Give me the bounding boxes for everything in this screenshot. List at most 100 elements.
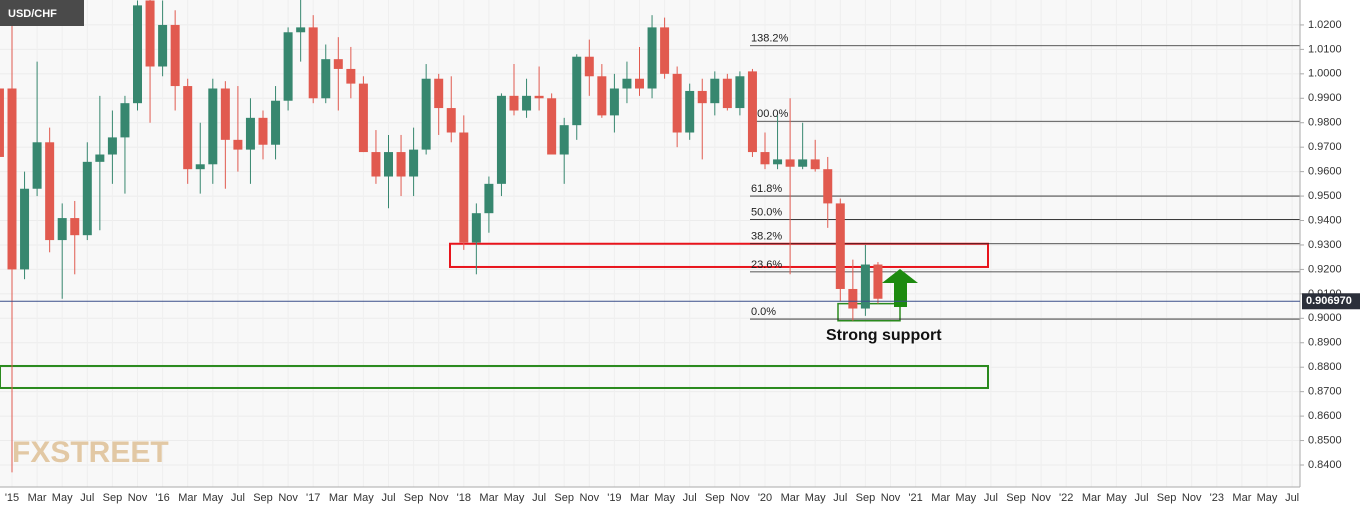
candle-body bbox=[547, 98, 557, 155]
candle-body bbox=[459, 132, 469, 243]
x-tick-label: May bbox=[955, 492, 976, 504]
y-tick-label: 1.0200 bbox=[1308, 19, 1342, 31]
y-tick-label: 0.8600 bbox=[1308, 410, 1342, 422]
candle-body bbox=[384, 152, 393, 177]
x-tick-label: '16 bbox=[155, 492, 169, 504]
candle-body bbox=[823, 169, 833, 204]
x-tick-label: Jul bbox=[231, 492, 245, 504]
x-tick-label: '19 bbox=[607, 492, 621, 504]
candle-body bbox=[722, 78, 732, 109]
candle-body bbox=[0, 88, 4, 157]
x-tick-label: Sep bbox=[253, 492, 273, 504]
candle-body bbox=[245, 117, 255, 150]
candle-body bbox=[522, 95, 532, 111]
candle-body bbox=[584, 56, 594, 77]
candle-body bbox=[873, 264, 883, 299]
candle-body bbox=[32, 142, 42, 189]
x-tick-label: May bbox=[353, 492, 374, 504]
candle-body bbox=[835, 203, 845, 289]
candle-body bbox=[572, 56, 582, 126]
candle-body bbox=[95, 154, 105, 162]
x-tick-label: Mar bbox=[781, 492, 800, 504]
y-tick-label: 0.9000 bbox=[1308, 312, 1342, 324]
candle-body bbox=[70, 218, 80, 236]
candle-body bbox=[7, 88, 17, 270]
y-tick-label: 0.9700 bbox=[1308, 141, 1342, 153]
y-tick-label: 0.8700 bbox=[1308, 386, 1342, 398]
x-tick-label: Jul bbox=[1285, 492, 1299, 504]
fib-label: 23.6% bbox=[751, 259, 782, 271]
x-tick-label: May bbox=[654, 492, 675, 504]
candle-body bbox=[321, 59, 331, 99]
candle-body bbox=[735, 76, 745, 109]
candle-body bbox=[409, 149, 419, 177]
candle-body bbox=[710, 78, 720, 104]
arrow bbox=[882, 269, 918, 307]
candle-body bbox=[471, 213, 481, 243]
x-tick-label: Nov bbox=[1031, 492, 1051, 504]
candle-body bbox=[622, 78, 632, 89]
candle-body bbox=[773, 159, 783, 165]
y-tick-label: 0.9500 bbox=[1308, 190, 1342, 202]
x-tick-label: Jul bbox=[833, 492, 847, 504]
candle-body bbox=[358, 83, 368, 153]
x-tick-label: '21 bbox=[908, 492, 922, 504]
candle-body bbox=[647, 27, 657, 89]
candle-body bbox=[860, 264, 870, 309]
zone bbox=[449, 242, 989, 268]
x-tick-label: Nov bbox=[1182, 492, 1202, 504]
candle-body bbox=[258, 117, 268, 145]
title-box bbox=[0, 0, 84, 26]
candle-body bbox=[609, 88, 619, 116]
fib-label: 0.0% bbox=[751, 306, 776, 318]
x-tick-label: Nov bbox=[278, 492, 298, 504]
x-tick-label: Mar bbox=[479, 492, 498, 504]
candle-body bbox=[20, 188, 30, 270]
current-price-label: 0.906970 bbox=[1306, 295, 1352, 307]
x-tick-label: Sep bbox=[103, 492, 123, 504]
x-tick-label: Mar bbox=[329, 492, 348, 504]
candle-body bbox=[220, 88, 230, 140]
candle-body bbox=[308, 27, 318, 99]
x-tick-label: '20 bbox=[758, 492, 772, 504]
candle-body bbox=[82, 161, 92, 236]
y-tick-label: 0.9300 bbox=[1308, 239, 1342, 251]
x-tick-label: Mar bbox=[1232, 492, 1251, 504]
zone bbox=[0, 364, 989, 389]
x-tick-label: Mar bbox=[178, 492, 197, 504]
candle-body bbox=[747, 71, 757, 153]
x-tick-label: Nov bbox=[128, 492, 148, 504]
x-tick-label: Jul bbox=[381, 492, 395, 504]
candle-body bbox=[660, 27, 670, 74]
x-tick-label: '18 bbox=[457, 492, 471, 504]
x-tick-label: May bbox=[805, 492, 826, 504]
candle-body bbox=[635, 78, 644, 89]
x-tick-label: Sep bbox=[554, 492, 574, 504]
candle-body bbox=[810, 159, 820, 170]
candle-body bbox=[848, 288, 858, 309]
candle-body bbox=[133, 5, 142, 104]
x-tick-label: May bbox=[1106, 492, 1127, 504]
x-tick-label: Mar bbox=[1082, 492, 1101, 504]
fib-label: 38.2% bbox=[751, 231, 782, 243]
candle-body bbox=[333, 59, 343, 69]
candle-body bbox=[170, 24, 180, 87]
y-tick-label: 0.8500 bbox=[1308, 434, 1342, 446]
candle-body bbox=[158, 24, 168, 67]
x-tick-label: '15 bbox=[5, 492, 19, 504]
x-tick-label: Sep bbox=[705, 492, 725, 504]
x-tick-label: May bbox=[202, 492, 223, 504]
x-tick-label: May bbox=[504, 492, 525, 504]
annotation: Strong support bbox=[826, 327, 942, 344]
x-tick-label: Mar bbox=[28, 492, 47, 504]
x-tick-label: Nov bbox=[730, 492, 750, 504]
fib-label: 61.8% bbox=[751, 183, 782, 195]
candle-body bbox=[120, 103, 130, 138]
candle-body bbox=[145, 0, 155, 67]
candle-body bbox=[45, 142, 55, 241]
y-tick-label: 1.0000 bbox=[1308, 68, 1342, 80]
candle-body bbox=[697, 90, 707, 104]
candle-body bbox=[57, 218, 67, 241]
